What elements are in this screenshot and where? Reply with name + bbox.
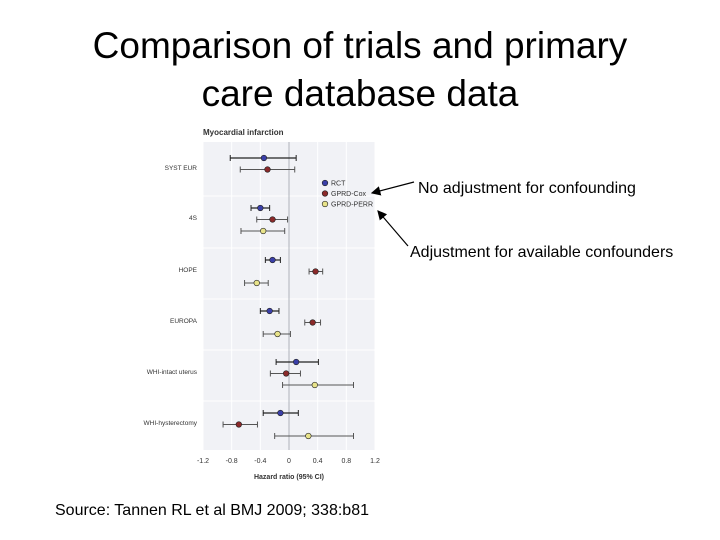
- x-tick-label-0: -1.2: [197, 458, 209, 465]
- slide-title: Comparison of trials and primary care da…: [0, 22, 720, 118]
- trial-label-whi-hysterectomy: WHI-hysterectomy: [144, 420, 198, 427]
- trial-label-syst-eur: SYST EUR: [165, 165, 198, 172]
- slide-title-line-1: Comparison of trials and primary: [92, 25, 628, 66]
- point-whi-intact-uterus-gprd-perr: [311, 381, 318, 389]
- point-whi-intact-uterus-rct: [293, 358, 300, 366]
- point-europa-gprd-perr: [274, 330, 281, 338]
- legend-marker-1: [321, 190, 329, 197]
- arrow-to-gprd-cox: [370, 181, 415, 196]
- trial-label-hope: HOPE: [179, 267, 198, 274]
- point-hope-gprd-perr: [253, 279, 260, 287]
- point-whi-intact-uterus-gprd-cox: [283, 370, 290, 377]
- legend-label-2: GPRD-PERR: [331, 202, 373, 209]
- annotation-adjustment: Adjustment for available confounders: [410, 244, 674, 261]
- x-tick-label-2: -0.4: [254, 458, 266, 465]
- x-tick-label-1: -0.8: [226, 458, 238, 465]
- point-4s-gprd-perr: [260, 227, 267, 235]
- annotation-arrows: [370, 181, 415, 247]
- annotation-no-adjustment: No adjustment for confounding: [418, 180, 636, 197]
- plot-area: -1.2 -0.8 -0.4 0 0.4 0.8 1.2 SYST EUR 4S HOPE EURO…: [144, 142, 380, 465]
- point-europa-rct: [266, 307, 273, 315]
- slide-title-line-2: care database data: [201, 73, 519, 114]
- point-4s-gprd-cox: [269, 216, 276, 223]
- source-citation: Source: Tannen RL et al BMJ 2009; 338:b8…: [55, 502, 369, 519]
- point-hope-rct: [269, 256, 276, 264]
- x-tick-label-5: 0.8: [341, 458, 351, 465]
- point-whi-hysterectomy-gprd-perr: [305, 432, 312, 440]
- chart-title: Myocardial infarction: [203, 128, 284, 137]
- legend-marker-0: [321, 179, 329, 187]
- point-4s-rct: [257, 204, 264, 212]
- point-syst-eur-gprd-cox: [264, 166, 271, 173]
- x-axis-label: Hazard ratio (95% CI): [254, 474, 324, 481]
- point-europa-gprd-cox: [309, 319, 316, 326]
- x-tick-label-6: 1.2: [370, 458, 380, 465]
- x-tick-label-4: 0.4: [313, 458, 323, 465]
- point-whi-hysterectomy-gprd-cox: [235, 421, 242, 428]
- point-whi-hysterectomy-rct: [277, 409, 284, 417]
- trial-label-whi-intact-uterus: WHI-intact uterus: [147, 369, 198, 376]
- legend-marker-2: [321, 200, 329, 208]
- x-tick-label-3: 0: [287, 458, 291, 465]
- trial-label-europa: EUROPA: [170, 318, 198, 325]
- point-hope-gprd-cox: [312, 268, 319, 275]
- trial-label-4s: 4S: [189, 215, 198, 222]
- arrow-to-gprd-perr: [377, 210, 409, 247]
- legend-label-1: GPRD-Cox: [331, 191, 367, 198]
- legend: RCT GPRD-Cox GPRD-PERR: [321, 179, 373, 209]
- point-syst-eur-rct: [260, 154, 268, 162]
- legend-label-0: RCT: [331, 181, 346, 188]
